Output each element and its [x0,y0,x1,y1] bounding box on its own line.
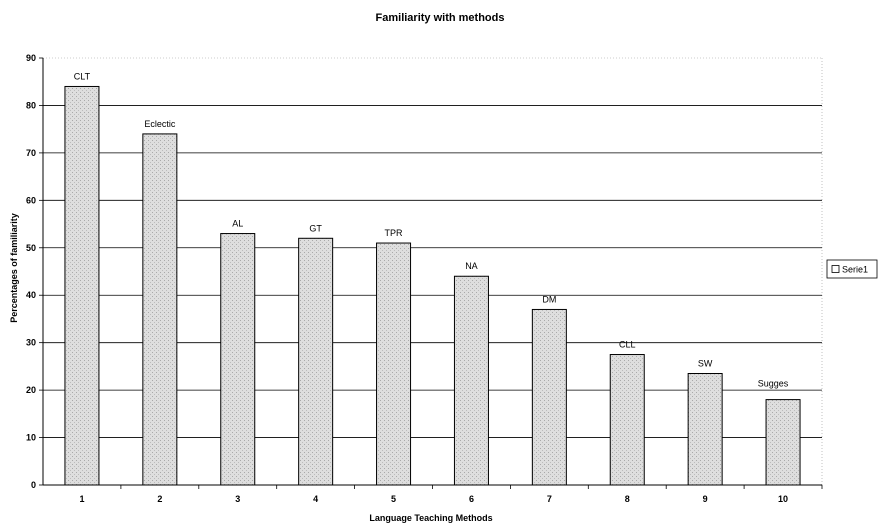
y-tick-label: 70 [26,148,36,158]
x-tick-label: 8 [625,494,630,504]
x-tick-label: 9 [703,494,708,504]
bar-CLT [64,85,100,486]
legend-swatch [831,265,840,273]
data-label: DM [542,294,556,304]
x-tick-label: 1 [79,494,84,504]
x-tick-label: 4 [313,494,318,504]
bar-Sugges [765,399,801,486]
bar-NA [453,275,489,486]
legend-box [826,259,878,279]
x-tick-label: 6 [469,494,474,504]
x-axis-title: Language Teaching Methods [369,513,492,523]
bar-TPR [376,242,412,486]
data-label: GT [309,223,322,233]
bar-AL [220,233,256,486]
x-tick-label: 5 [391,494,396,504]
y-tick-label: 10 [26,433,36,443]
data-label: CLT [74,71,91,81]
legend-label-serie1: Serie1 [842,265,868,275]
bar-labels: CLT Eclectic AL GT TPR NA DM CLL SW Sugges [74,71,789,388]
x-tick-label: 3 [235,494,240,504]
y-tick-label: 50 [26,243,36,253]
data-label: SW [698,359,713,369]
bar-GT [298,237,334,486]
data-label: CLL [619,340,636,350]
bar-Eclectic [142,133,178,486]
y-tick-label: 40 [26,290,36,300]
bar-DM [531,308,567,486]
x-tick-label: 10 [778,494,788,504]
y-tick-label: 80 [26,100,36,110]
y-axis-title: Percentages of familiarity [9,213,19,323]
y-tick-label: 30 [26,338,36,348]
chart-title: Familiarity with methods [376,12,505,24]
data-label: Eclectic [144,119,176,129]
legend: Serie1 [826,259,878,279]
data-label: Sugges [758,379,789,389]
bars [64,85,801,486]
data-label: TPR [385,228,404,238]
x-tick-label: 7 [547,494,552,504]
bar-SW [687,373,723,486]
y-tick-label: 90 [26,53,36,63]
data-label: NA [465,261,478,271]
data-label: AL [232,219,243,229]
x-axis-ticks: 1 2 3 4 5 6 7 8 9 10 [79,485,823,504]
bar-CLL [609,354,645,486]
y-tick-label: 60 [26,195,36,205]
x-tick-label: 2 [157,494,162,504]
y-tick-label: 20 [26,385,36,395]
y-tick-label: 0 [31,480,36,490]
y-axis-ticks: 0 10 20 30 40 50 60 70 80 90 [26,53,43,490]
